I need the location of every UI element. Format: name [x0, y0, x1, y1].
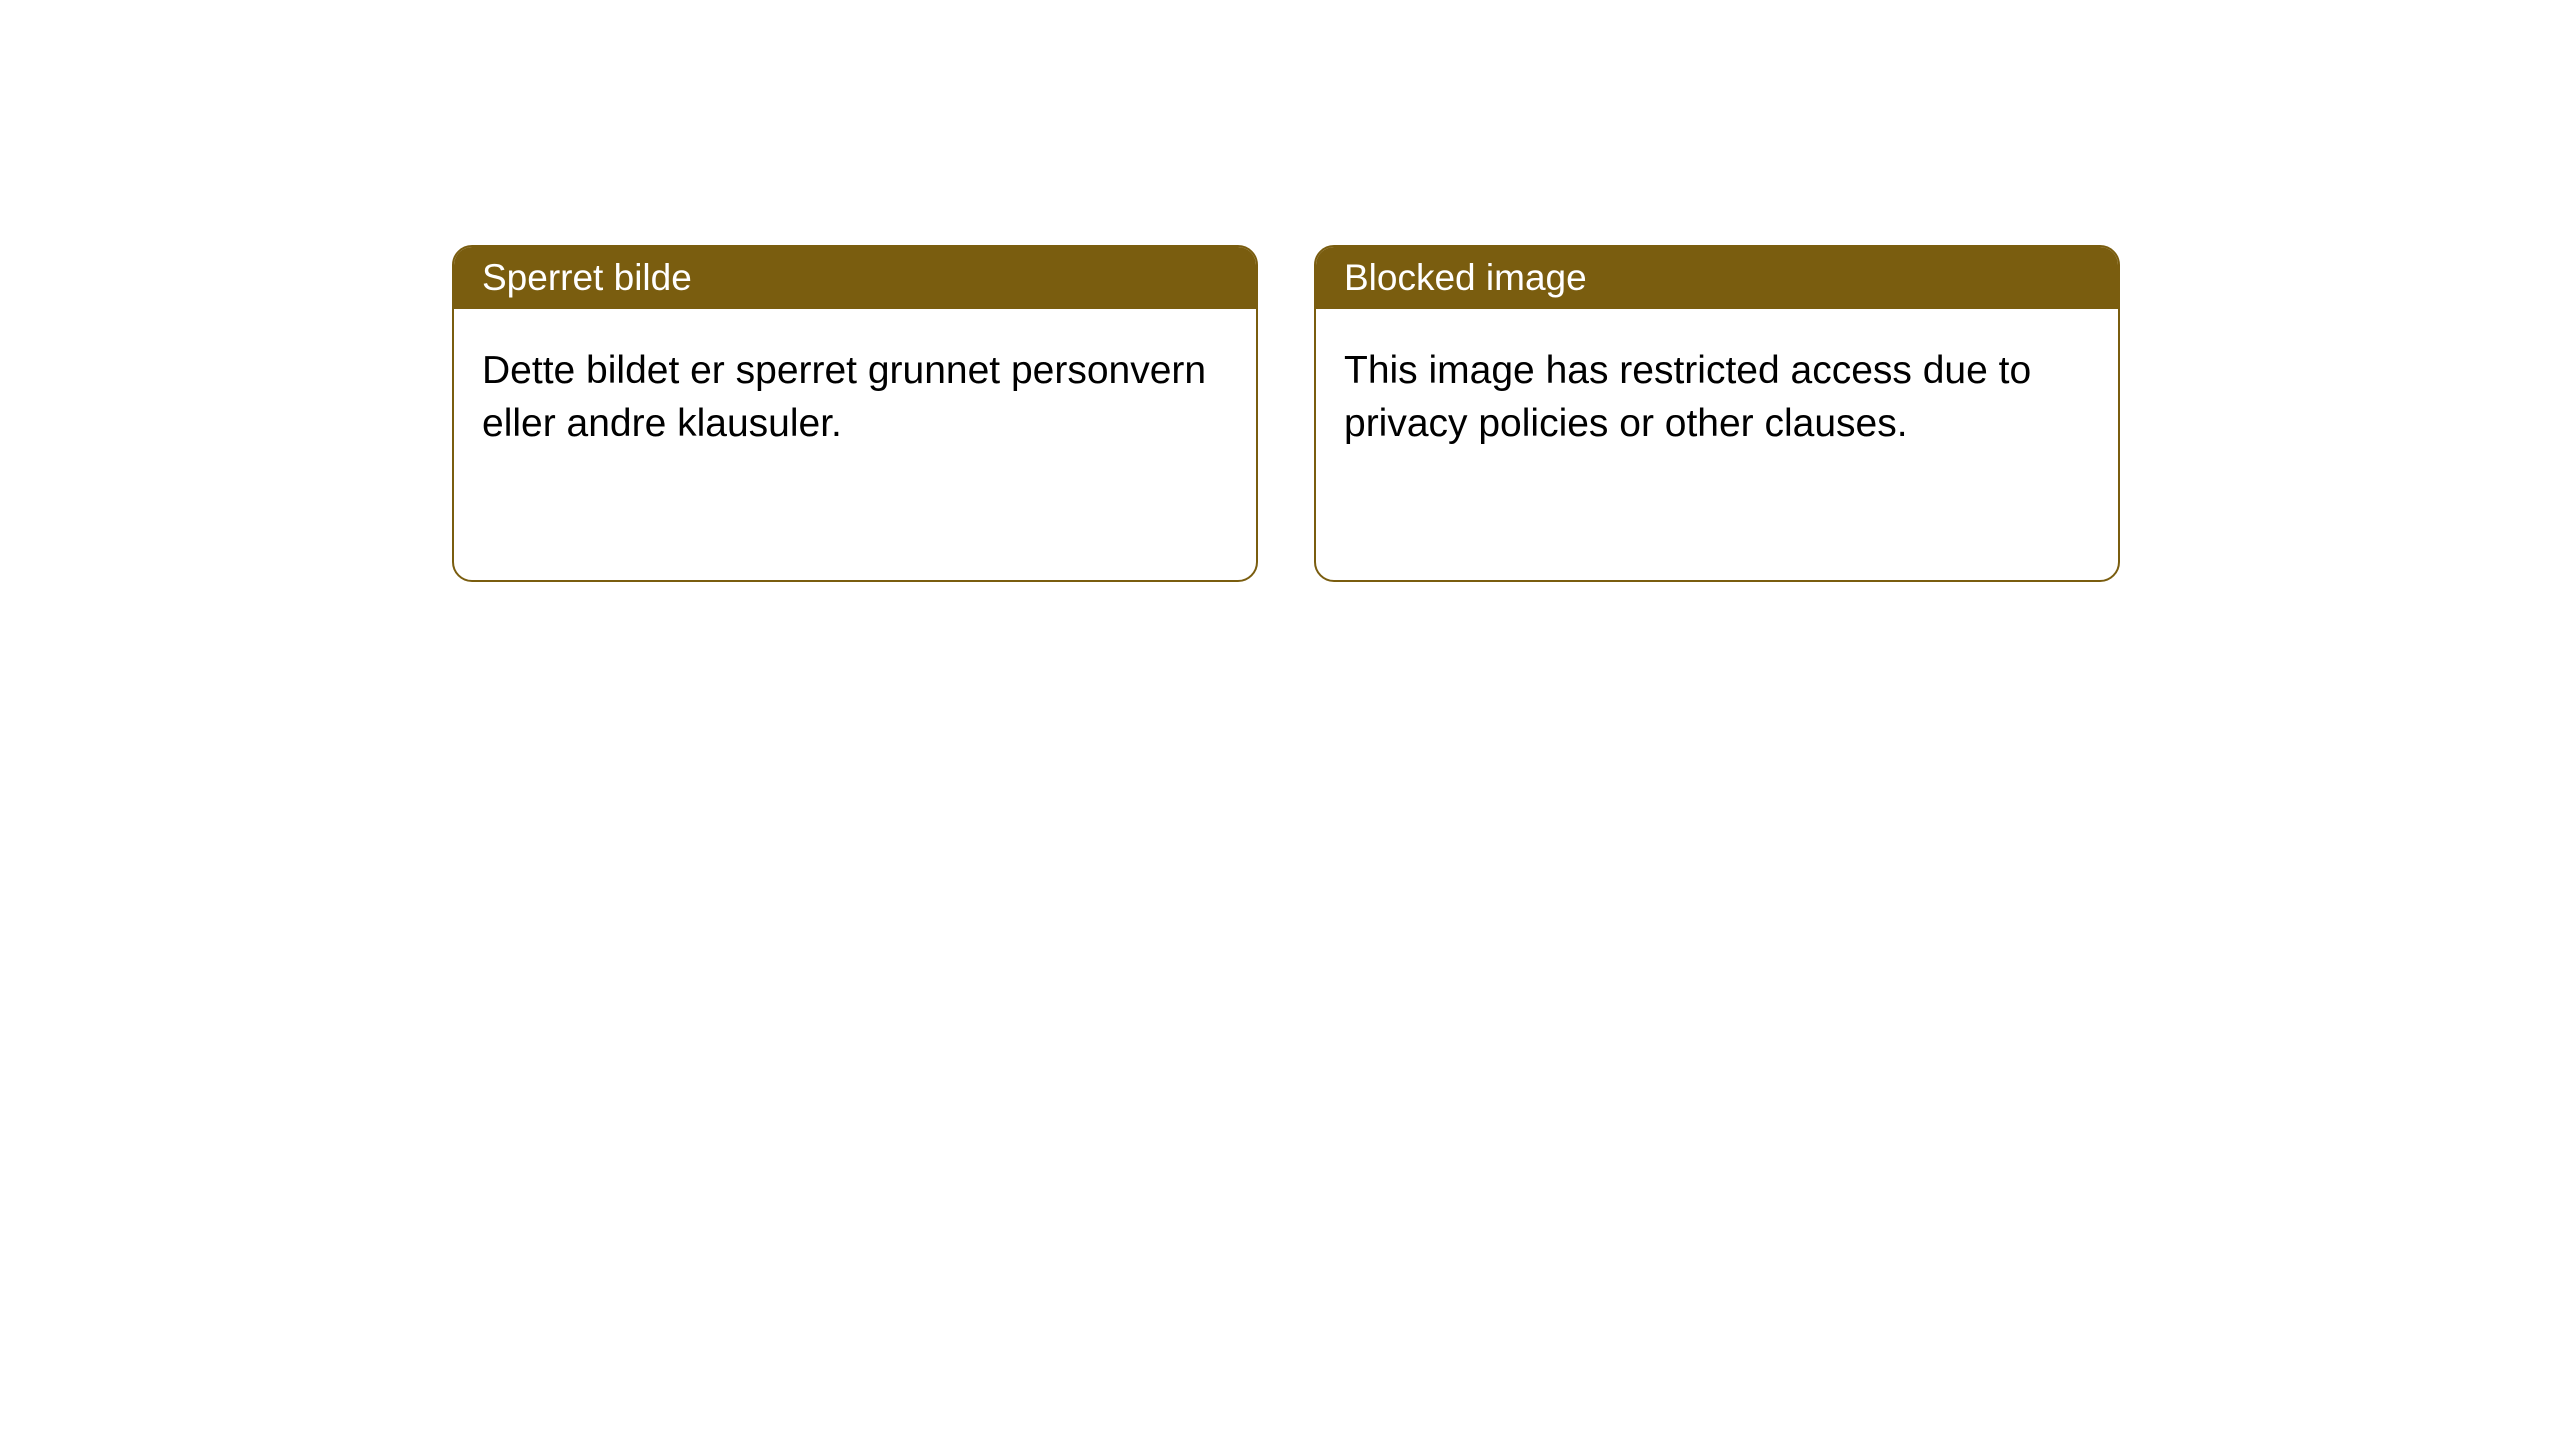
blocked-image-card-en: Blocked image This image has restricted …: [1314, 245, 2120, 582]
card-header: Sperret bilde: [454, 247, 1256, 309]
notice-cards-container: Sperret bilde Dette bildet er sperret gr…: [0, 0, 2560, 582]
blocked-image-card-no: Sperret bilde Dette bildet er sperret gr…: [452, 245, 1258, 582]
card-title: Blocked image: [1344, 257, 1587, 298]
card-body: This image has restricted access due to …: [1316, 309, 2118, 486]
card-body: Dette bildet er sperret grunnet personve…: [454, 309, 1256, 486]
card-header: Blocked image: [1316, 247, 2118, 309]
card-title: Sperret bilde: [482, 257, 692, 298]
card-body-text: Dette bildet er sperret grunnet personve…: [482, 349, 1206, 445]
card-body-text: This image has restricted access due to …: [1344, 349, 2031, 445]
